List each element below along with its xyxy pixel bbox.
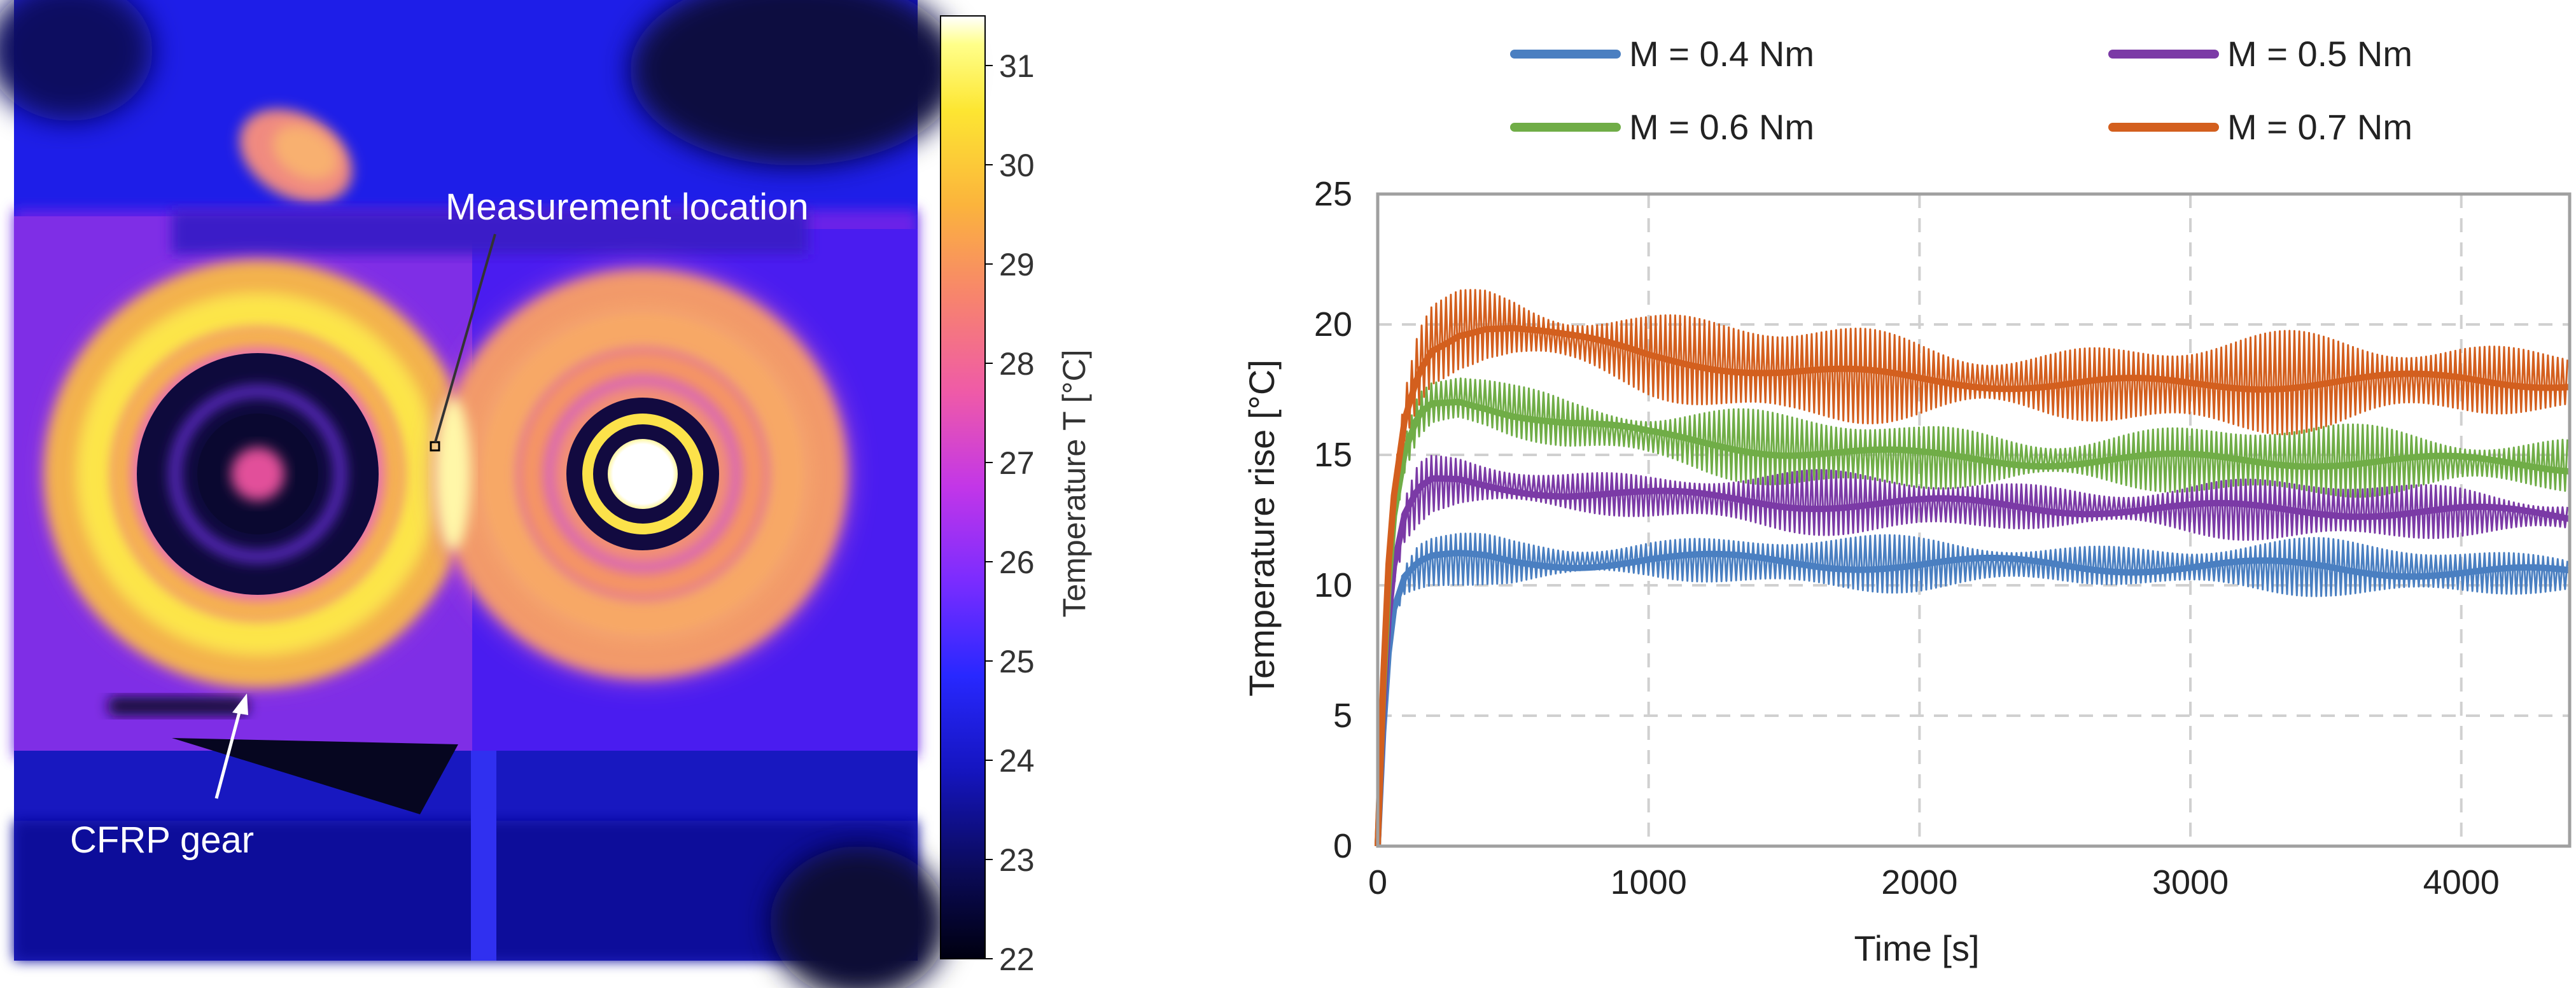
temperature-rise-chart: 0 5 10 15 20 25 0 1000 2000 3000 4000 Time [s] Tem… bbox=[1242, 34, 2572, 968]
series-line-2 bbox=[1375, 475, 2570, 847]
cfrp-gear-arrowhead bbox=[232, 693, 248, 715]
series-band-4 bbox=[1376, 289, 2569, 847]
y-axis-label: Temperature rise [°C] bbox=[1242, 359, 1282, 697]
series-line-4 bbox=[1375, 324, 2570, 847]
measurement-location-leader bbox=[434, 233, 496, 443]
colorbar-label: Temperature T [°C] bbox=[1056, 349, 1092, 617]
shaft-support bbox=[471, 751, 496, 961]
colorbar-tick-label: 31 bbox=[999, 48, 1035, 84]
gearbox-housing-top bbox=[172, 210, 808, 254]
thermal-hot-blob bbox=[272, 125, 339, 180]
measurement-location-label: Measurement location bbox=[445, 186, 809, 228]
cfrp-gear-arrow bbox=[214, 702, 244, 799]
cfrp-gear-thermal bbox=[45, 261, 471, 687]
y-tick-label: 15 bbox=[1314, 436, 1352, 474]
series-band-1 bbox=[1376, 532, 2569, 847]
x-tick-label: 0 bbox=[1368, 863, 1387, 901]
legend-label: M = 0.6 Nm bbox=[1629, 107, 1814, 147]
gear-bracket-bar bbox=[108, 697, 248, 716]
colorbar-ticks: 31 30 29 28 27 26 25 24 23 22 bbox=[985, 48, 1035, 977]
y-tick-label: 0 bbox=[1333, 827, 1352, 865]
legend-label: M = 0.7 Nm bbox=[2227, 107, 2412, 147]
colorbar-tick-label: 23 bbox=[999, 842, 1035, 878]
colorbar: 31 30 29 28 27 26 25 24 23 22 Temperature T [°C] bbox=[940, 15, 1092, 977]
thermal-dark-region bbox=[770, 846, 948, 988]
colorbar-tick-label: 30 bbox=[999, 148, 1035, 183]
thermal-image: Measurement location CFRP gear bbox=[0, 0, 961, 988]
mesh-hotspot bbox=[435, 398, 471, 550]
thermal-dark-region bbox=[0, 0, 153, 121]
x-tick-label: 2000 bbox=[1881, 863, 1957, 901]
series-line-3 bbox=[1375, 398, 2570, 847]
cfrp-gear-label: CFRP gear bbox=[70, 819, 254, 861]
colorbar-tick-label: 28 bbox=[999, 346, 1035, 382]
x-tick-label: 1000 bbox=[1611, 863, 1687, 901]
colorbar-tick-label: 22 bbox=[999, 942, 1035, 977]
chart-series bbox=[1375, 289, 2570, 847]
x-tick-label: 3000 bbox=[2152, 863, 2229, 901]
colorbar-tick-label: 25 bbox=[999, 644, 1035, 679]
series-line-1 bbox=[1375, 550, 2570, 847]
colorbar-tick-label: 26 bbox=[999, 545, 1035, 580]
measurement-location-marker bbox=[430, 441, 440, 452]
colorbar-tick-label: 27 bbox=[999, 445, 1035, 481]
thermal-dark-region bbox=[630, 0, 961, 165]
x-axis-label: Time [s] bbox=[1854, 928, 1979, 968]
legend-label: M = 0.5 Nm bbox=[2227, 34, 2412, 74]
steel-gear-thermal bbox=[439, 270, 846, 678]
chart-ticks: 0 5 10 15 20 25 0 1000 2000 3000 4000 bbox=[1314, 175, 2500, 901]
x-tick-label: 4000 bbox=[2423, 863, 2500, 901]
colorbar-tick-label: 29 bbox=[999, 247, 1035, 282]
y-tick-label: 10 bbox=[1314, 566, 1352, 604]
y-tick-label: 5 bbox=[1333, 697, 1352, 735]
colorbar-gradient bbox=[940, 15, 986, 959]
chart-legend: M = 0.4 Nm M = 0.5 Nm M = 0.6 Nm M = 0.7 Nm bbox=[1510, 34, 2412, 147]
y-tick-label: 20 bbox=[1314, 305, 1352, 344]
legend-label: M = 0.4 Nm bbox=[1629, 34, 1814, 74]
gear-bracket bbox=[172, 738, 458, 814]
base-plate-shadow bbox=[14, 821, 918, 961]
y-tick-label: 25 bbox=[1314, 175, 1352, 213]
series-band-3 bbox=[1376, 377, 2569, 847]
plot-frame bbox=[1376, 192, 2572, 848]
colorbar-tick-label: 24 bbox=[999, 743, 1035, 779]
